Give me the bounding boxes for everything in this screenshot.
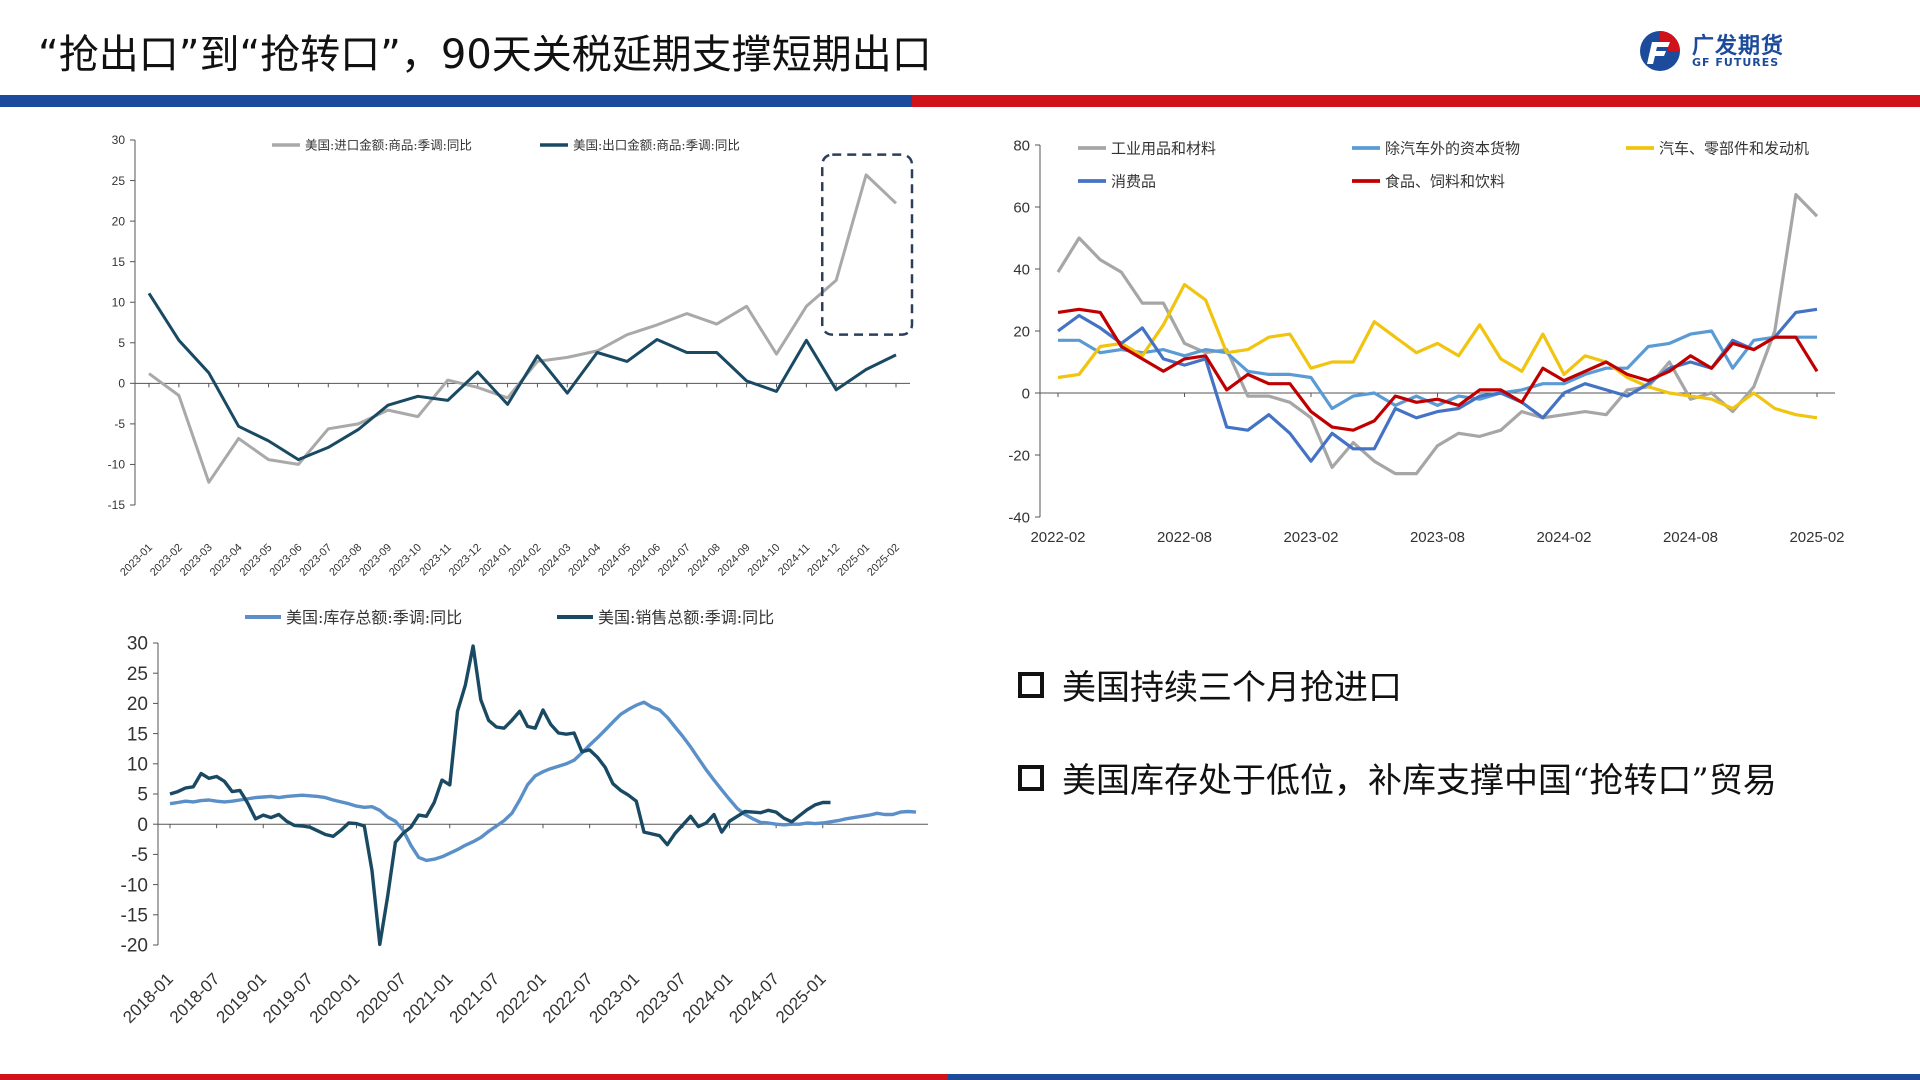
legend-label: 食品、饲料和饮料 <box>1385 172 1505 190</box>
y-tick-label: -15 <box>108 498 126 512</box>
bullet-item: 美国库存处于低位，补库支撑中国“抢转口”贸易 <box>1018 753 1777 802</box>
series-line-2 <box>147 292 897 462</box>
x-tick-label: 2025-02 <box>865 542 902 579</box>
y-tick-label: -20 <box>1008 447 1030 464</box>
x-tick-label: 2023-02 <box>1283 529 1338 546</box>
y-tick-label: 5 <box>118 336 125 350</box>
series-line-3 <box>1057 282 1818 420</box>
x-tick-label: 2024-01 <box>679 969 737 1027</box>
series-line-4 <box>1057 307 1818 463</box>
x-tick-label: 2021-07 <box>446 969 504 1027</box>
bullet-text: 美国库存处于低位，补库支撑中国“抢转口”贸易 <box>1062 761 1777 801</box>
y-tick-label: 0 <box>118 377 125 391</box>
y-tick-label: -10 <box>108 458 126 472</box>
x-tick-label: 2018-07 <box>166 969 224 1027</box>
highlight-box <box>820 153 914 336</box>
y-tick-label: 0 <box>137 815 148 836</box>
legend-label: 美国:库存总额:季调:同比 <box>286 608 462 627</box>
x-tick-label: 2020-07 <box>352 969 410 1027</box>
y-tick-label: 20 <box>127 694 148 715</box>
y-tick-label: 60 <box>1013 199 1030 216</box>
y-tick-label: -15 <box>121 905 148 926</box>
x-tick-label: 2022-08 <box>1157 529 1212 546</box>
x-tick-label: 2023-10 <box>387 542 424 579</box>
y-tick-label: 30 <box>127 634 148 655</box>
y-tick-label: -40 <box>1008 509 1030 526</box>
x-tick-label: 2025-01 <box>772 969 830 1027</box>
x-tick-label: 2020-01 <box>306 969 364 1027</box>
y-tick-label: 20 <box>112 214 126 228</box>
header-band-blue <box>0 95 912 107</box>
y-tick-label: -10 <box>121 875 148 896</box>
x-tick-label: 2022-01 <box>492 969 550 1027</box>
logo-text-en: GF FUTURES <box>1692 56 1780 69</box>
y-tick-label: 10 <box>127 754 148 775</box>
footer-band-red <box>0 1074 948 1080</box>
page-title: “抢出口”到“抢转口”，90天关税延期支撑短期出口 <box>38 32 932 78</box>
square-bullet-icon <box>1018 671 1044 698</box>
y-tick-label: 5 <box>137 785 148 806</box>
x-tick-label: 2023-01 <box>586 969 644 1027</box>
x-tick-label: 2019-01 <box>213 969 271 1027</box>
chart-inventory-sales: -20-15-10-50510152025302018-012018-07201… <box>119 608 928 1027</box>
chart-trade-yoy: -15-10-50510152025302023-012023-022023-0… <box>108 133 914 579</box>
x-tick-label: 2018-01 <box>119 969 177 1027</box>
x-tick-label: 2024-10 <box>746 542 783 579</box>
series-line-2 <box>1058 329 1817 411</box>
gf-logo-icon <box>1640 31 1680 71</box>
footer-band-blue <box>948 1074 1920 1080</box>
x-tick-label: 2022-02 <box>1030 529 1085 546</box>
series-line-5 <box>1057 307 1819 432</box>
legend-label: 美国:销售总额:季调:同比 <box>598 608 774 627</box>
y-tick-label: 0 <box>1022 385 1030 402</box>
y-tick-label: 15 <box>127 724 148 745</box>
y-tick-label: 40 <box>1013 261 1030 278</box>
y-tick-label: 25 <box>127 664 148 685</box>
x-tick-label: 2019-07 <box>259 969 317 1027</box>
series-line-1 <box>169 700 917 863</box>
y-tick-label: 15 <box>112 255 126 269</box>
x-tick-label: 2024-07 <box>725 969 783 1027</box>
y-tick-label: 80 <box>1013 137 1030 154</box>
legend-label: 美国:进口金额:商品:季调:同比 <box>305 138 472 153</box>
legend-label: 除汽车外的资本货物 <box>1385 139 1520 157</box>
bullet-item: 美国持续三个月抢进口 <box>1018 660 1777 709</box>
x-tick-label: 2025-02 <box>1789 529 1844 546</box>
x-tick-label: 2023-07 <box>632 969 690 1027</box>
chart-import-categories: -40 -20 0 20 40 60 80 2022-02 2022-08 2023-02 2023… <box>1008 137 1844 546</box>
y-tick-label: 10 <box>112 295 126 309</box>
legend-label: 工业用品和材料 <box>1111 139 1216 157</box>
logo-text-cn: 广发期货 <box>1692 34 1785 59</box>
legend-label: 消费品 <box>1111 172 1156 190</box>
y-tick-label: -20 <box>121 936 148 957</box>
bullet-text: 美国持续三个月抢进口 <box>1062 668 1402 708</box>
x-tick-label: 2024-08 <box>1663 529 1718 546</box>
series-line-2 <box>169 644 831 947</box>
x-tick-label: 2023-08 <box>1410 529 1465 546</box>
square-bullet-icon <box>1018 764 1044 791</box>
y-tick-label: -5 <box>131 845 148 866</box>
x-tick-label: 2024-02 <box>1536 529 1591 546</box>
legend-label: 汽车、零部件和发动机 <box>1659 139 1809 157</box>
legend-label: 美国:出口金额:商品:季调:同比 <box>573 138 740 153</box>
bullet-list: 美国持续三个月抢进口 美国库存处于低位，补库支撑中国“抢转口”贸易 <box>1018 660 1777 846</box>
header-band-red <box>912 95 1920 107</box>
y-tick-label: -5 <box>114 417 125 431</box>
y-tick-label: 30 <box>112 133 126 147</box>
x-tick-label: 2022-07 <box>539 969 597 1027</box>
series-line-1 <box>1056 192 1819 476</box>
y-tick-label: 25 <box>112 174 126 188</box>
y-tick-label: 20 <box>1013 323 1030 340</box>
x-tick-label: 2021-01 <box>399 969 457 1027</box>
